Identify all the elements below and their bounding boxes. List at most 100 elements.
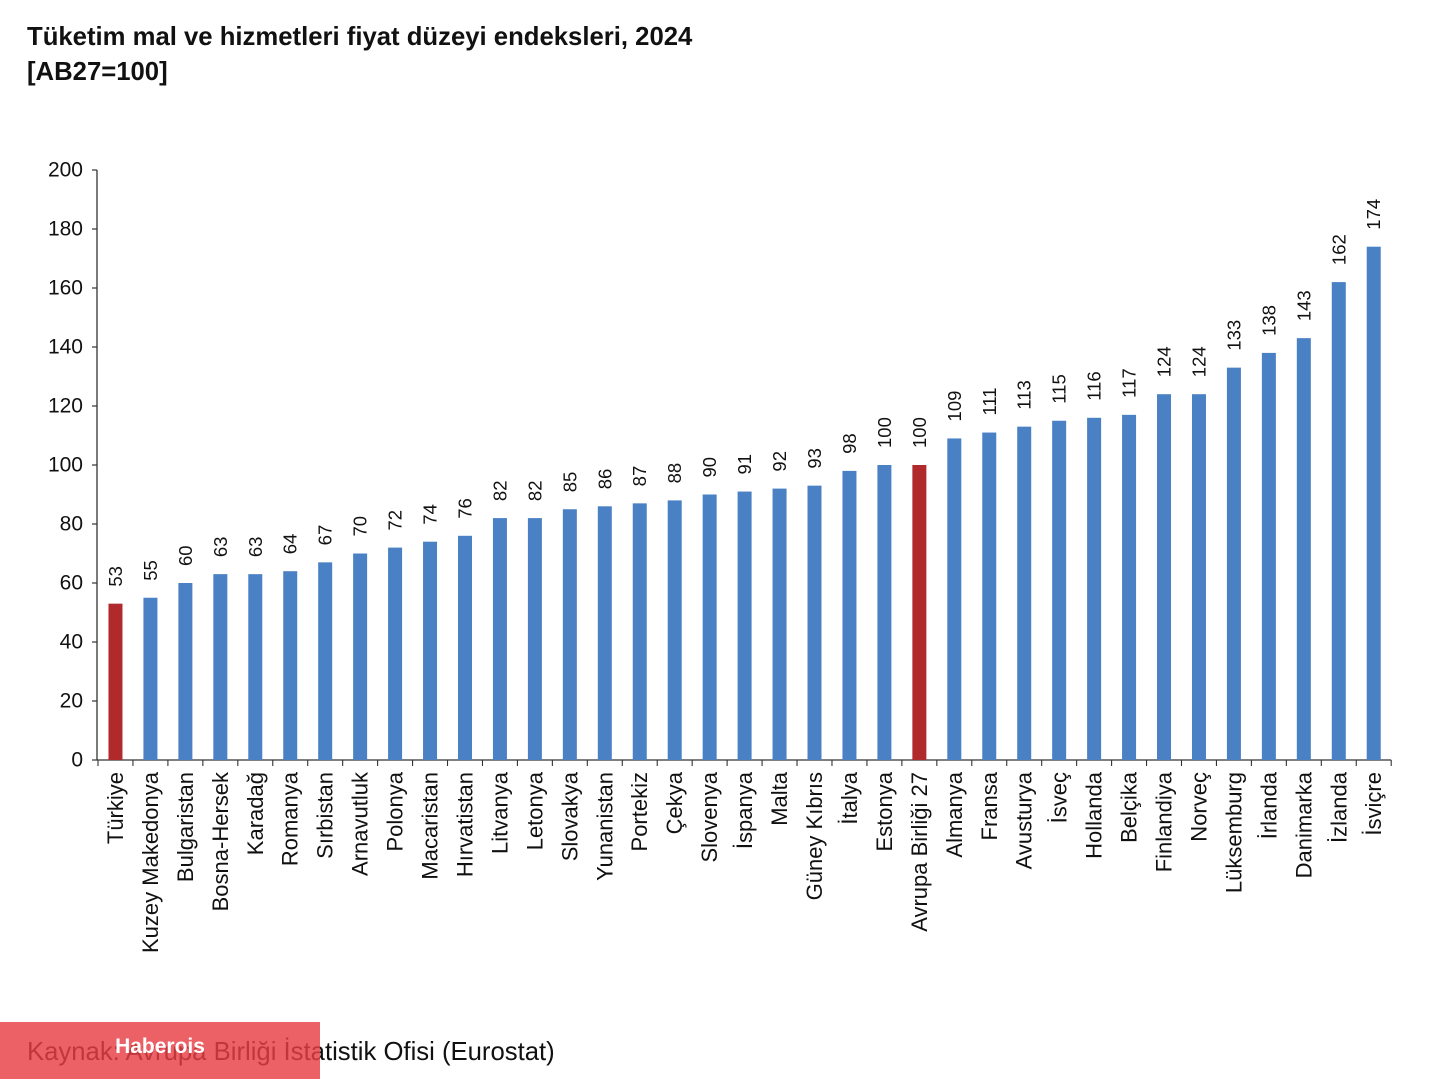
x-tick-label-karadag: Karadağ xyxy=(243,772,268,855)
data-label-isvicre: 174 xyxy=(1363,199,1384,230)
x-tick-label-estonya: Estonya xyxy=(872,771,897,851)
bar-isvicre xyxy=(1366,246,1381,760)
x-tick-label-yunanistan: Yunanistan xyxy=(592,772,617,881)
x-tick-label-norvec: Norveç xyxy=(1186,772,1211,842)
bar-bulgaristan xyxy=(178,583,193,760)
y-tick-label-200: 200 xyxy=(48,159,83,182)
bar-malta xyxy=(772,488,787,760)
data-label-karadag: 63 xyxy=(245,537,266,558)
data-label-almanya: 109 xyxy=(944,391,965,422)
bar-sirbistan xyxy=(318,562,333,760)
x-tick-label-litvanya: Litvanya xyxy=(487,771,512,854)
data-label-sirbistan: 67 xyxy=(315,525,336,546)
data-label-litvanya: 82 xyxy=(489,481,510,502)
data-label-guney-kibris: 93 xyxy=(804,448,825,469)
bar-letonya xyxy=(527,518,542,760)
data-label-luksemburg: 133 xyxy=(1223,320,1244,351)
data-label-arnavutluk: 70 xyxy=(350,516,371,537)
x-tick-label-hollanda: Hollanda xyxy=(1082,771,1107,859)
x-tick-label-letonya: Letonya xyxy=(522,771,547,850)
x-tick-label-ispanya: İspanya xyxy=(732,771,757,849)
data-label-malta: 92 xyxy=(769,451,790,472)
x-tick-label-slovenya: Slovenya xyxy=(697,771,722,862)
bar-isvec xyxy=(1052,420,1067,760)
x-tick-label-slovakya: Slovakya xyxy=(557,771,582,861)
bar-cekya xyxy=(667,500,682,760)
data-label-italya: 98 xyxy=(839,433,860,454)
bar-polonya xyxy=(388,547,403,760)
data-label-romanya: 64 xyxy=(280,534,301,555)
x-tick-label-hirvatistan: Hırvatistan xyxy=(452,772,477,877)
x-tick-label-bulgaristan: Bulgaristan xyxy=(173,772,198,882)
data-label-portekiz: 87 xyxy=(629,466,650,487)
x-tick-label-danimarka: Danimarka xyxy=(1291,771,1316,878)
bar-kuzey-makedonya xyxy=(143,597,158,760)
bar-finlandiya xyxy=(1157,394,1172,760)
data-label-bosna-hersek: 63 xyxy=(210,537,231,558)
bar-chart: 0 20 40 60 80 100 120 140 160 180 200 53 Türkiye 55 Ku… xyxy=(48,159,1392,953)
data-label-macaristan: 74 xyxy=(420,504,441,525)
bar-ispanya xyxy=(737,491,752,760)
data-label-letonya: 82 xyxy=(524,481,545,502)
bar-portekiz xyxy=(632,503,647,760)
x-tick-label-portekiz: Portekiz xyxy=(627,772,652,851)
bar-hollanda xyxy=(1087,417,1102,760)
chart-subtitle: [AB27=100] xyxy=(27,58,168,86)
bar-litvanya xyxy=(492,518,507,760)
bar-macaristan xyxy=(423,541,438,760)
bar-guney-kibris xyxy=(807,485,822,760)
x-tick-label-avrupa-birligi-27: Avrupa Birliği 27 xyxy=(907,772,932,932)
bar-slovenya xyxy=(702,494,717,760)
chart-title: Tüketim mal ve hizmetleri fiyat düzeyi e… xyxy=(27,23,693,51)
x-tick-label-irlanda: İrlanda xyxy=(1256,771,1281,839)
bar-izlanda xyxy=(1331,282,1346,760)
data-label-norvec: 124 xyxy=(1188,346,1209,377)
x-tick-label-finlandiya: Finlandiya xyxy=(1152,771,1177,872)
data-label-kuzey-makedonya: 55 xyxy=(140,560,161,581)
y-tick-label-160: 160 xyxy=(48,277,83,300)
watermark-logo-text: Haberois xyxy=(115,1035,205,1058)
data-label-estonya: 100 xyxy=(874,417,895,448)
data-label-belcika: 117 xyxy=(1119,368,1140,398)
x-tick-label-belcika: Belçika xyxy=(1117,771,1142,843)
bar-italya xyxy=(842,470,857,760)
data-label-isvec: 115 xyxy=(1049,374,1070,404)
data-label-ispanya: 91 xyxy=(734,454,755,475)
x-tick-label-izlanda: İzlanda xyxy=(1326,771,1351,843)
x-tick-label-guney-kibris: Güney Kıbrıs xyxy=(802,772,827,900)
data-label-danimarka: 143 xyxy=(1293,290,1314,321)
x-tick-label-turkiye: Türkiye xyxy=(103,772,128,844)
data-label-irlanda: 138 xyxy=(1258,305,1279,336)
data-label-polonya: 72 xyxy=(385,510,406,531)
x-tick-label-fransa: Fransa xyxy=(977,771,1002,840)
x-tick-label-isvicre: İsviçre xyxy=(1361,772,1386,836)
x-tick-label-polonya: Polonya xyxy=(383,771,408,851)
data-label-fransa: 111 xyxy=(979,387,1000,415)
bar-romanya xyxy=(283,571,298,760)
bar-luksemburg xyxy=(1226,367,1241,760)
watermark-box xyxy=(0,1022,320,1079)
chart-header: Tüketim mal ve hizmetleri fiyat düzeyi e… xyxy=(27,20,692,90)
y-tick-label-80: 80 xyxy=(60,513,83,536)
y-tick-label-20: 20 xyxy=(60,690,83,713)
bar-irlanda xyxy=(1261,352,1276,760)
bar-bosna-hersek xyxy=(213,574,228,760)
x-tick-label-cekya: Çekya xyxy=(662,771,687,834)
bar-almanya xyxy=(947,438,962,760)
y-tick-label-180: 180 xyxy=(48,218,83,241)
x-tick-label-arnavutluk: Arnavutluk xyxy=(348,771,373,876)
x-tick-label-bosna-hersek: Bosna-Hersek xyxy=(208,771,233,911)
x-tick-label-macaristan: Macaristan xyxy=(418,772,443,880)
data-label-izlanda: 162 xyxy=(1328,234,1349,265)
bar-slovakya xyxy=(562,509,577,760)
y-tick-label-120: 120 xyxy=(48,395,83,418)
bar-hirvatistan xyxy=(457,535,472,760)
bar-turkiye xyxy=(108,603,123,760)
data-label-turkiye: 53 xyxy=(105,566,126,587)
bar-yunanistan xyxy=(597,506,612,760)
data-label-avrupa-birligi-27: 100 xyxy=(909,417,930,448)
data-label-finlandiya: 124 xyxy=(1154,346,1175,377)
bar-norvec xyxy=(1191,394,1206,760)
data-label-bulgaristan: 60 xyxy=(175,545,196,566)
